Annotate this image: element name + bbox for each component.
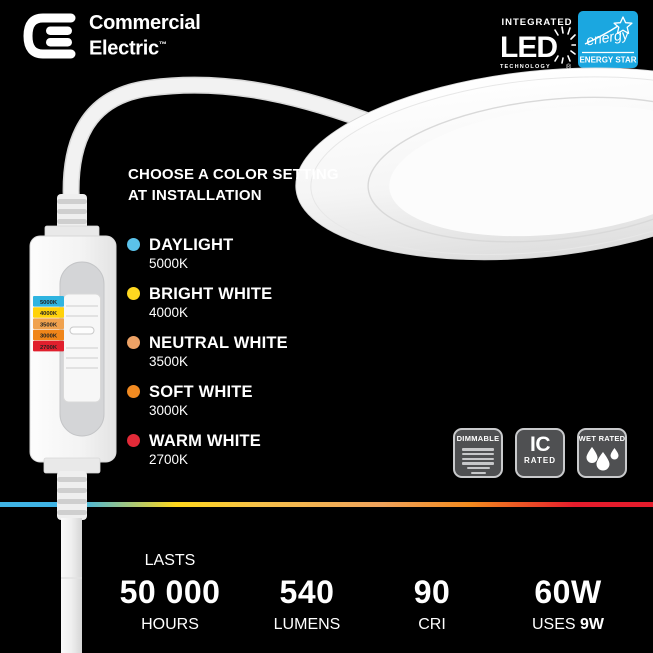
svg-text:4000K: 4000K	[40, 311, 58, 317]
downlight-disc	[295, 67, 653, 261]
color-option-soft-white: SOFT WHITE 3000K	[127, 383, 288, 419]
svg-text:3500K: 3500K	[40, 322, 58, 328]
dimmer-lines-icon	[462, 446, 494, 475]
stat-hours: LASTS 50 000 HOURS	[119, 552, 221, 633]
svg-text:INTEGRATED: INTEGRATED	[501, 17, 572, 28]
stat-cri: 90 CRI	[413, 574, 451, 633]
svg-text:3000K: 3000K	[40, 334, 58, 340]
trademark-symbol: ™	[158, 39, 167, 49]
ic-rated-badge: IC RATED	[515, 428, 565, 478]
kelvin-chip-labels: 5000K 4000K 3500K 3000K 2700K	[33, 296, 64, 352]
color-option-daylight: DAYLIGHT 5000K	[127, 236, 288, 272]
svg-text:5000K: 5000K	[40, 300, 58, 306]
slider-knob	[63, 293, 101, 403]
dimmable-badge: DIMMABLE	[453, 428, 503, 478]
color-option-warm-white: WARM WHITE 2700K	[127, 432, 288, 468]
spectrum-gradient-bar	[0, 502, 653, 507]
svg-text:energy: energy	[585, 26, 631, 49]
color-selector-switch: 5000K 4000K 3500K 3000K 2700K	[29, 194, 117, 653]
water-drops-icon	[586, 447, 619, 471]
color-swatch-dot	[127, 336, 140, 349]
integrated-led-badge: INTEGRATED LED TECHNOLOGY ®	[500, 13, 577, 76]
svg-text:ENERGY STAR: ENERGY STAR	[579, 56, 636, 65]
energy-star-icon: energy ENERGY STAR	[578, 11, 638, 73]
color-option-neutral-white: NEUTRAL WHITE 3500K	[127, 334, 288, 370]
certification-badges: DIMMABLE IC RATED WET RATED	[453, 428, 627, 478]
ce-logo-icon	[23, 13, 76, 59]
stat-wattage: 60W USES 9W	[531, 574, 605, 633]
color-options-list: DAYLIGHT 5000K BRIGHT WHITE 4000K NEUTRA…	[127, 236, 288, 481]
svg-text:2700K: 2700K	[40, 345, 58, 351]
light-rays-icon	[554, 26, 577, 64]
brand-logo: Commercial Electric™	[20, 11, 201, 61]
svg-text:LED: LED	[500, 31, 557, 64]
color-swatch-dot	[127, 434, 140, 447]
color-swatch-dot	[127, 385, 140, 398]
color-swatch-dot	[127, 287, 140, 300]
color-swatch-dot	[127, 238, 140, 251]
registered-symbol: ®	[566, 63, 572, 71]
stat-lumens: 540 LUMENS	[273, 574, 341, 633]
color-option-bright-white: BRIGHT WHITE 4000K	[127, 285, 288, 321]
wet-rated-badge: WET RATED	[577, 428, 627, 478]
svg-text:TECHNOLOGY: TECHNOLOGY	[500, 64, 551, 70]
brand-name: Commercial Electric™	[89, 11, 201, 60]
headline: CHOOSE A COLOR SETTING AT INSTALLATION	[128, 166, 339, 204]
